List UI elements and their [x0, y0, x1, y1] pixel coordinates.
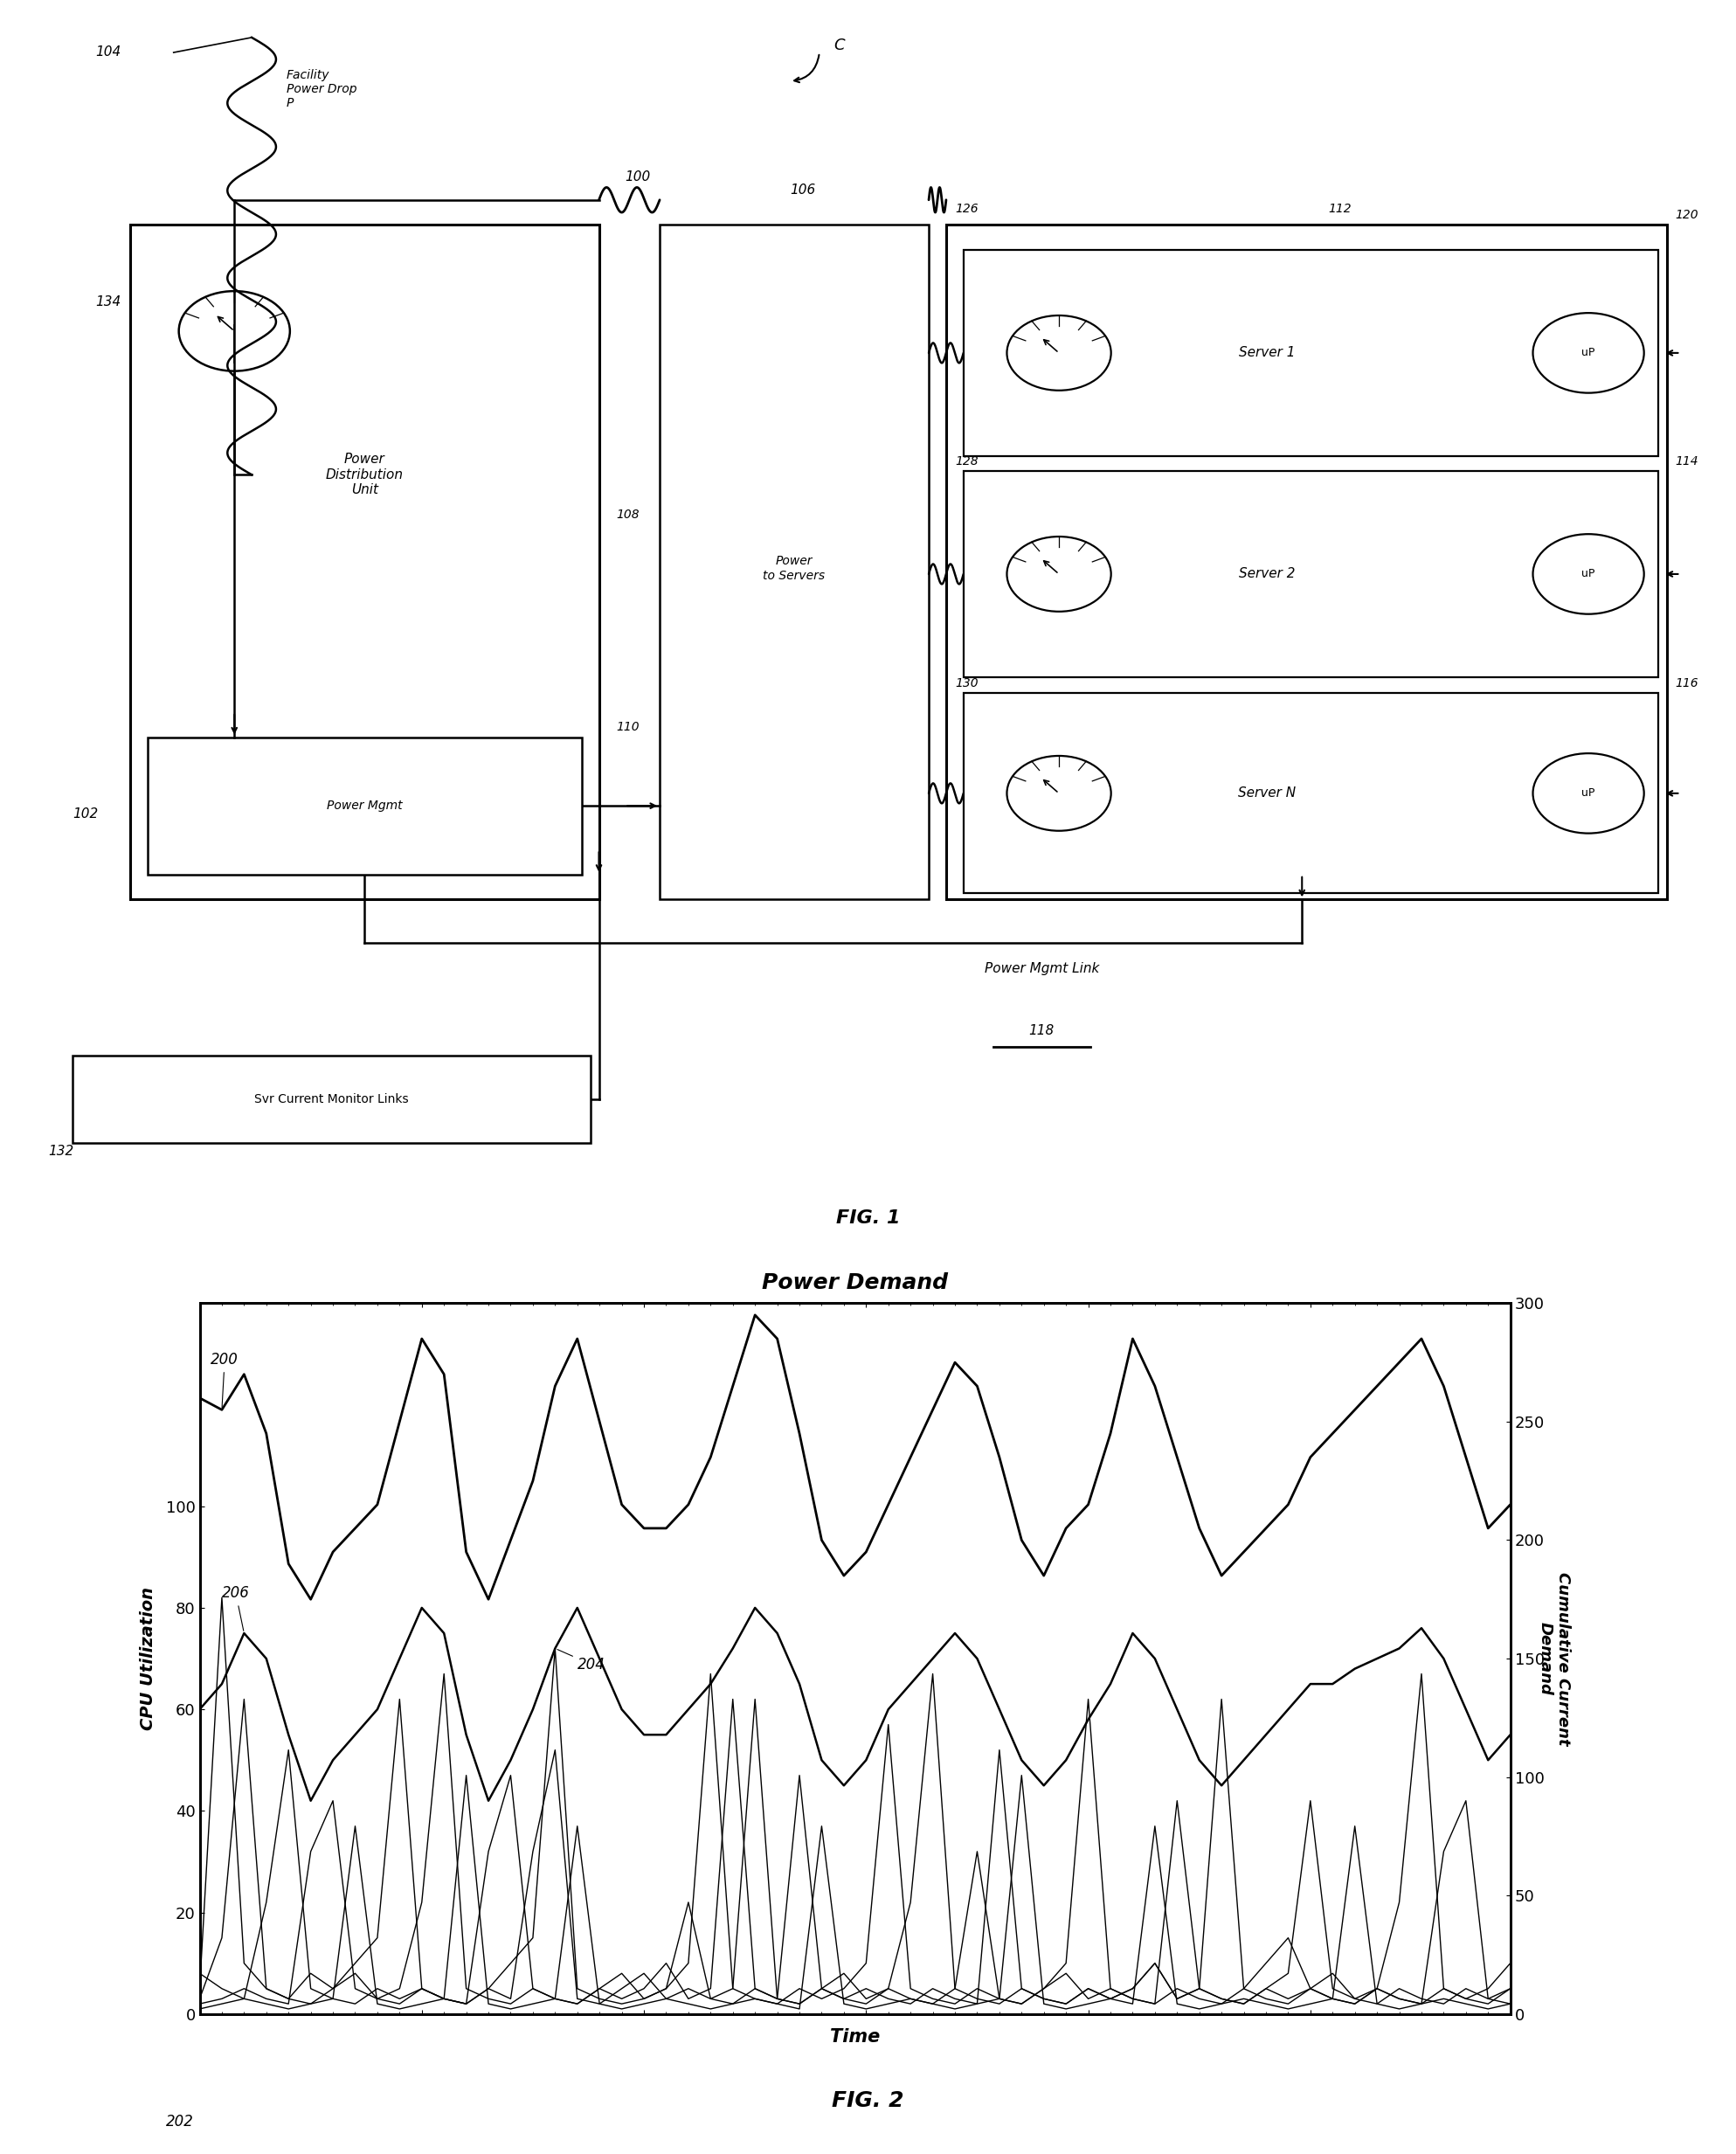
Text: Server 2: Server 2 — [1240, 567, 1295, 582]
Text: Svr Current Monitor Links: Svr Current Monitor Links — [255, 1094, 408, 1105]
FancyBboxPatch shape — [963, 694, 1658, 894]
Text: Power Mgmt Link: Power Mgmt Link — [984, 961, 1099, 976]
Text: 128: 128 — [955, 454, 977, 467]
Text: Power Mgmt: Power Mgmt — [326, 799, 403, 812]
Text: 206: 206 — [222, 1585, 250, 1631]
Text: Server N: Server N — [1238, 786, 1297, 799]
Text: FIG. 2: FIG. 2 — [832, 2089, 904, 2111]
X-axis label: Time: Time — [830, 2027, 880, 2046]
Text: FIG. 1: FIG. 1 — [837, 1208, 899, 1228]
Text: 126: 126 — [955, 202, 977, 215]
Text: Facility
Power Drop
P: Facility Power Drop P — [286, 69, 358, 110]
FancyBboxPatch shape — [963, 250, 1658, 457]
Text: 118: 118 — [1029, 1023, 1054, 1038]
Y-axis label: CPU Utilization: CPU Utilization — [139, 1587, 156, 1730]
Text: uP: uP — [1581, 788, 1595, 799]
FancyBboxPatch shape — [130, 224, 599, 900]
Text: uP: uP — [1581, 347, 1595, 358]
Text: Power
Distribution
Unit: Power Distribution Unit — [326, 452, 403, 498]
Text: 102: 102 — [73, 808, 99, 821]
FancyBboxPatch shape — [946, 224, 1667, 900]
Text: 110: 110 — [616, 722, 639, 735]
Text: 112: 112 — [1328, 202, 1351, 215]
Text: 134: 134 — [95, 295, 122, 308]
Title: Power Demand: Power Demand — [762, 1273, 948, 1292]
FancyBboxPatch shape — [73, 1055, 590, 1144]
Text: 114: 114 — [1675, 454, 1698, 467]
FancyBboxPatch shape — [660, 224, 929, 900]
Text: 120: 120 — [1675, 209, 1698, 222]
Text: 130: 130 — [955, 679, 977, 689]
Y-axis label: Cumulative Current
Demand: Cumulative Current Demand — [1538, 1572, 1571, 1745]
Text: C: C — [833, 39, 844, 54]
Text: 106: 106 — [790, 183, 816, 196]
Text: 104: 104 — [95, 45, 122, 58]
Text: Power
to Servers: Power to Servers — [764, 556, 825, 582]
Text: uP: uP — [1581, 569, 1595, 579]
Text: 202: 202 — [167, 2113, 194, 2128]
Text: Server 1: Server 1 — [1240, 347, 1295, 360]
Text: 204: 204 — [557, 1650, 606, 1672]
Text: 200: 200 — [210, 1353, 238, 1407]
FancyBboxPatch shape — [148, 737, 582, 875]
FancyBboxPatch shape — [963, 472, 1658, 676]
Text: 132: 132 — [49, 1146, 75, 1159]
Text: 100: 100 — [625, 170, 651, 183]
Text: 108: 108 — [616, 508, 639, 521]
Text: 116: 116 — [1675, 679, 1698, 689]
